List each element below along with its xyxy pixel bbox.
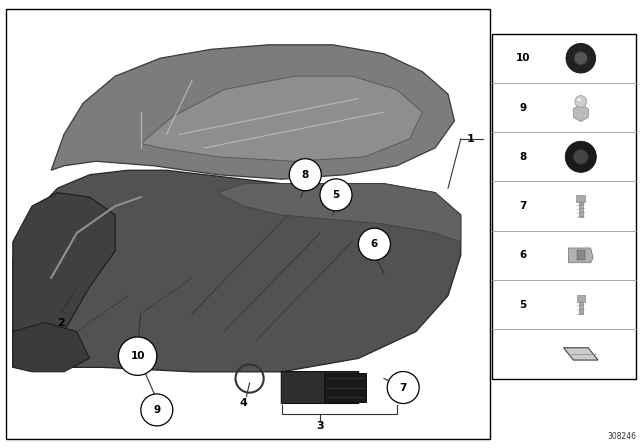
Bar [577, 250, 585, 260]
Bar [492, 34, 636, 379]
Circle shape [573, 150, 588, 164]
Polygon shape [51, 45, 454, 179]
Polygon shape [573, 104, 588, 121]
Bar [579, 302, 582, 314]
Circle shape [574, 52, 588, 65]
Text: 8: 8 [520, 152, 527, 162]
Polygon shape [218, 184, 461, 242]
Text: 1: 1 [467, 134, 474, 144]
Text: 6: 6 [520, 250, 527, 260]
Circle shape [577, 98, 581, 101]
Circle shape [358, 228, 390, 260]
Circle shape [320, 179, 352, 211]
Text: 8: 8 [301, 170, 309, 180]
Text: 9: 9 [153, 405, 161, 415]
Text: 4: 4 [239, 398, 247, 408]
Text: 308246: 308246 [608, 432, 637, 441]
Circle shape [141, 394, 173, 426]
Text: 9: 9 [520, 103, 527, 112]
Circle shape [118, 337, 157, 375]
Polygon shape [13, 193, 115, 358]
Circle shape [575, 95, 587, 108]
Text: 6: 6 [371, 239, 378, 249]
Circle shape [566, 43, 596, 73]
FancyBboxPatch shape [282, 371, 358, 404]
Text: 5: 5 [520, 300, 527, 310]
Text: 3: 3 [316, 421, 324, 431]
Polygon shape [13, 170, 461, 372]
Text: 10: 10 [131, 351, 145, 361]
Text: 10: 10 [516, 53, 531, 63]
Circle shape [387, 371, 419, 404]
Bar [6, 9, 490, 439]
Text: 7: 7 [399, 383, 407, 392]
Bar [577, 295, 585, 302]
Bar [577, 195, 585, 202]
Circle shape [565, 141, 596, 172]
Bar [324, 374, 366, 401]
Text: 2: 2 [57, 318, 65, 327]
Polygon shape [564, 348, 598, 360]
Polygon shape [13, 323, 90, 372]
Bar [579, 202, 583, 217]
Polygon shape [141, 76, 422, 161]
Circle shape [289, 159, 321, 191]
Text: 5: 5 [332, 190, 340, 200]
Text: 7: 7 [520, 201, 527, 211]
Polygon shape [568, 248, 593, 263]
